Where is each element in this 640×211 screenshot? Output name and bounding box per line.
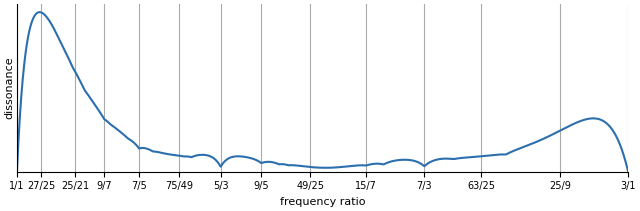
X-axis label: frequency ratio: frequency ratio [280, 197, 365, 207]
Y-axis label: dissonance: dissonance [4, 57, 14, 119]
